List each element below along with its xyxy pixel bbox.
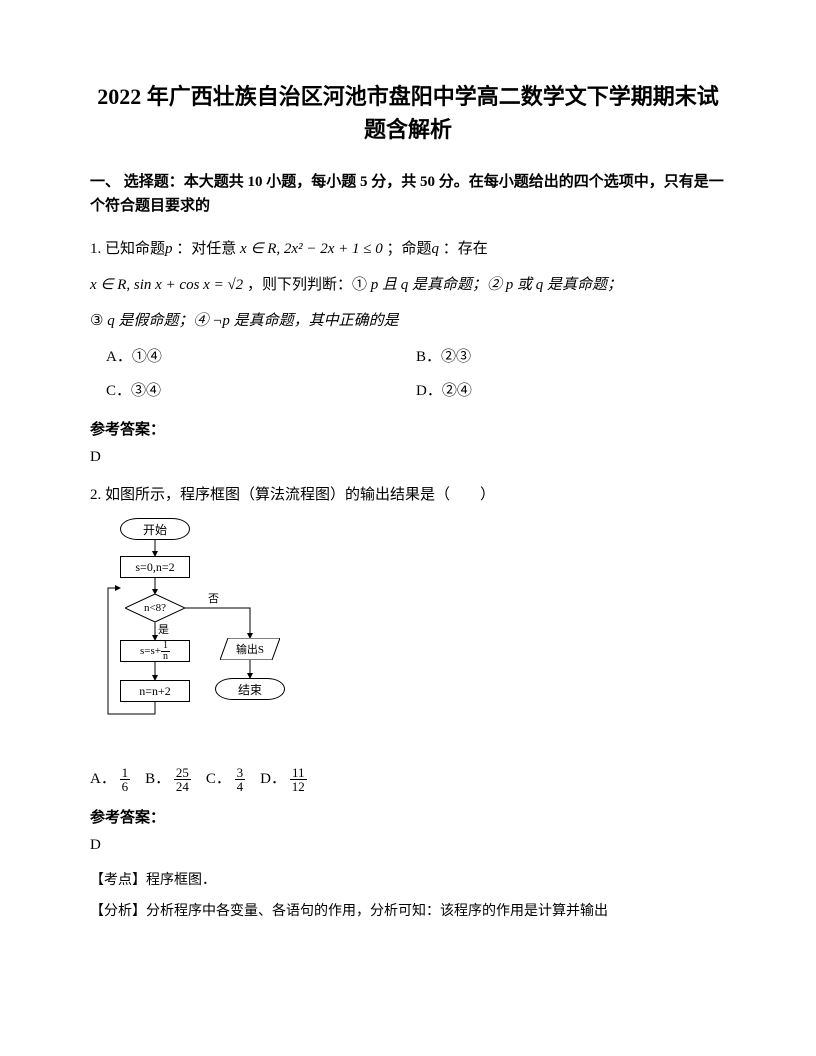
fc-output: 输出S [220, 638, 280, 660]
q2-analysis-point: 【考点】程序框图． [90, 868, 726, 895]
fc-yes-label: 是 [158, 621, 169, 637]
q1-text-a: 1. 已知命题 [90, 241, 165, 257]
fc-start-label: 开始 [143, 521, 167, 538]
fc-start: 开始 [120, 518, 190, 540]
fc-step2: n=n+2 [120, 680, 190, 702]
fc-end-label: 结束 [238, 681, 262, 698]
q2-opt-b-prefix: B． [145, 771, 170, 787]
q1-cond2: x ∈ R, sin x + cos x = √2 [90, 277, 243, 293]
fc-output-label: 输出S [220, 638, 280, 660]
q1-opt-d: D．②④ [416, 376, 726, 406]
q1-opt-a: A．①④ [90, 342, 416, 372]
section-heading: 一、 选择题：本大题共 10 小题，每小题 5 分，共 50 分。在每小题给出的… [90, 170, 726, 218]
q1-stmt3a: ③ [90, 313, 103, 329]
q2-opt-c-prefix: C． [206, 771, 231, 787]
q2-opt-d-prefix: D． [260, 771, 286, 787]
q1-stmt4: ¬p 是真命题，其中正确的是 [212, 313, 398, 329]
q1-cond1: x ∈ R, 2x² − 2x + 1 ≤ 0 [240, 241, 383, 257]
q1-text-c: ；命题 [386, 241, 431, 257]
q1-opt-c: C．③④ [90, 376, 416, 406]
fc-init-label: s=0,n=2 [135, 560, 174, 575]
question-1-line3: ③ q 是假命题；④ ¬p 是真命题，其中正确的是 [90, 306, 726, 336]
q1-opt-b: B．②③ [416, 342, 726, 372]
flowchart: 开始 s=0,n=2 n<8? 是 否 s=s+1n n=n+2 输出S 结束 [100, 518, 340, 758]
q2-options: A． 16 B． 2524 C． 34 D． 1112 [90, 764, 726, 794]
q1-stmt2: p 或 q 是真命题； [506, 277, 622, 293]
q1-options-row2: C．③④ D．②④ [90, 376, 726, 406]
q1-stmt1: p 且 q 是真命题；② [371, 277, 502, 293]
q2-opt-b: 2524 [174, 766, 191, 793]
q1-answer: D [90, 449, 726, 466]
q2-opt-d: 1112 [290, 766, 307, 793]
fc-no-label: 否 [208, 590, 219, 606]
fc-cond-label: n<8? [125, 594, 185, 622]
question-2: 2. 如图所示，程序框图（算法流程图）的输出结果是（ ） [90, 480, 726, 510]
fc-end: 结束 [215, 678, 285, 700]
q1-text-d: ：存在 [443, 241, 488, 257]
q2-analysis-detail: 【分析】分析程序中各变量、各语句的作用，分析可知：该程序的作用是计算并输出 [90, 899, 726, 926]
fc-cond: n<8? [125, 594, 185, 622]
q1-q: q [431, 241, 439, 257]
question-1: 1. 已知命题p ：对任意 x ∈ R, 2x² − 2x + 1 ≤ 0 ；命… [90, 234, 726, 264]
page-title: 2022 年广西壮族自治区河池市盘阳中学高二数学文下学期期末试题含解析 [90, 80, 726, 146]
q1-p: p [165, 241, 173, 257]
q1-options-row1: A．①④ B．②③ [90, 342, 726, 372]
q2-opt-a: 16 [120, 766, 131, 793]
fc-step2-label: n=n+2 [139, 684, 171, 699]
q1-text-b: ：对任意 [176, 241, 236, 257]
fc-init: s=0,n=2 [120, 556, 190, 578]
q2-answer-label: 参考答案： [90, 806, 726, 827]
q2-opt-a-prefix: A． [90, 771, 116, 787]
q1-stmt3b: q 是假命题；④ [107, 313, 208, 329]
q2-opt-c: 34 [235, 766, 246, 793]
question-1-line2: x ∈ R, sin x + cos x = √2 ，则下列判断：① p 且 q… [90, 270, 726, 300]
fc-step1: s=s+1n [120, 640, 190, 662]
q1-answer-label: 参考答案： [90, 418, 726, 439]
q2-answer: D [90, 837, 726, 854]
q1-text-e: ，则下列判断：① [247, 277, 367, 293]
